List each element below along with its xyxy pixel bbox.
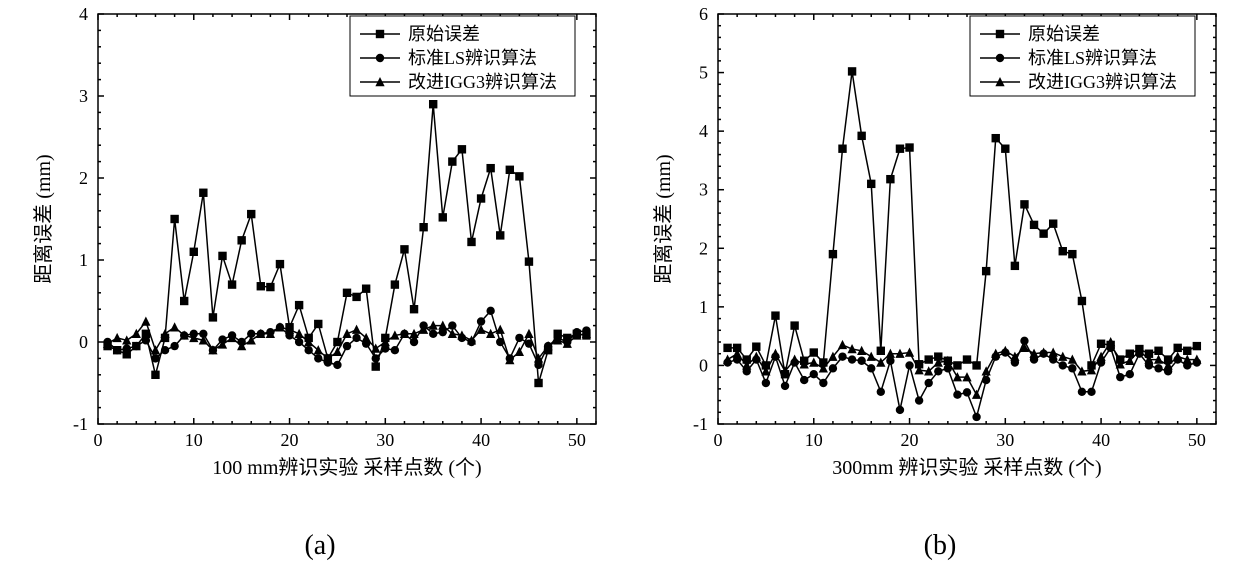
svg-text:2: 2	[699, 238, 708, 258]
svg-text:20: 20	[901, 430, 919, 450]
svg-text:距离误差 (mm): 距离误差 (mm)	[652, 154, 675, 283]
svg-text:30: 30	[376, 430, 394, 450]
svg-text:标准LS辨识算法: 标准LS辨识算法	[408, 48, 537, 68]
sub-label-a: (a)	[20, 530, 620, 562]
svg-text:300mm 辨识实验 采样点数 (个): 300mm 辨识实验 采样点数 (个)	[832, 456, 1101, 479]
svg-text:40: 40	[1092, 430, 1110, 450]
chart-b: 0 10 20 30 40 50 -1 0 1 2 3 4 5 6 300mm 辨识实验 采样点数 (个) 距…	[640, 0, 1239, 500]
svg-text:10: 10	[805, 430, 823, 450]
svg-text:0: 0	[94, 430, 103, 450]
svg-text:3: 3	[699, 180, 708, 200]
chart-a: 0 10 20 30 40 50 -1 0 1 2 3 4 100 mm辨识实验 采样点数 (个) 距离误…	[20, 0, 620, 500]
panel-a: 0 10 20 30 40 50 -1 0 1 2 3 4 100 mm辨识实验 采样点数 (个) 距离误…	[20, 0, 620, 520]
svg-text:-1: -1	[73, 414, 88, 434]
svg-text:50: 50	[1188, 430, 1206, 450]
svg-text:50: 50	[568, 430, 586, 450]
panel-b: 0 10 20 30 40 50 -1 0 1 2 3 4 5 6 300mm 辨识实验 采样点数 (个) 距…	[640, 0, 1239, 520]
svg-text:原始误差: 原始误差	[1028, 24, 1100, 44]
svg-text:改进IGG3辨识算法: 改进IGG3辨识算法	[1028, 72, 1177, 92]
svg-text:2: 2	[79, 168, 88, 188]
svg-text:-1: -1	[693, 414, 708, 434]
svg-text:标准LS辨识算法: 标准LS辨识算法	[1028, 48, 1157, 68]
sub-label-b: (b)	[640, 530, 1239, 562]
svg-text:30: 30	[996, 430, 1014, 450]
svg-text:10: 10	[185, 430, 203, 450]
svg-text:原始误差: 原始误差	[408, 24, 480, 44]
svg-text:改进IGG3辨识算法: 改进IGG3辨识算法	[408, 72, 557, 92]
svg-text:距离误差 (mm): 距离误差 (mm)	[32, 154, 55, 283]
svg-text:3: 3	[79, 86, 88, 106]
svg-text:0: 0	[714, 430, 723, 450]
svg-text:5: 5	[699, 63, 708, 83]
svg-text:6: 6	[699, 4, 708, 24]
svg-text:0: 0	[699, 355, 708, 375]
svg-text:1: 1	[79, 250, 88, 270]
svg-text:4: 4	[79, 4, 88, 24]
svg-text:20: 20	[281, 430, 299, 450]
svg-text:40: 40	[472, 430, 490, 450]
svg-text:4: 4	[699, 121, 708, 141]
svg-text:0: 0	[79, 332, 88, 352]
svg-text:100 mm辨识实验 采样点数 (个): 100 mm辨识实验 采样点数 (个)	[212, 456, 481, 479]
svg-text:1: 1	[699, 297, 708, 317]
